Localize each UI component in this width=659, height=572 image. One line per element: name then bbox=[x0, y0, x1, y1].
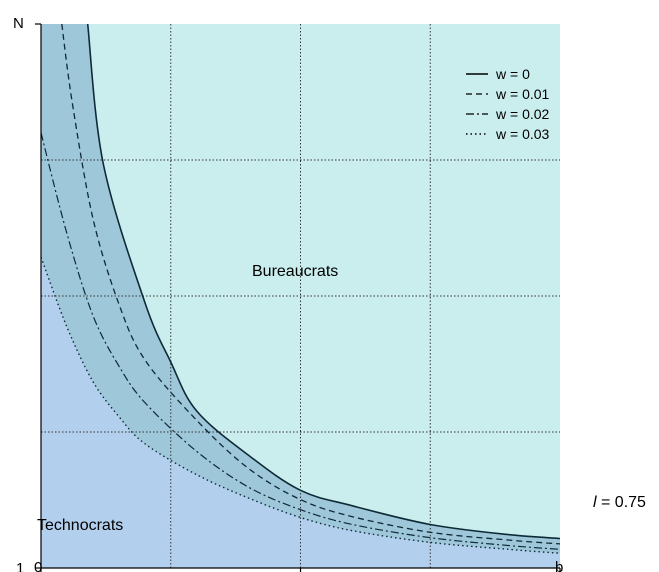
x-axis-start-label: 0 bbox=[34, 559, 42, 572]
parameter-symbol: l bbox=[593, 494, 597, 511]
boundary-curves bbox=[41, 24, 560, 554]
series-line-4 bbox=[41, 256, 560, 554]
grid-lines bbox=[41, 24, 560, 568]
parameter-value: = 0.75 bbox=[597, 494, 646, 511]
legend-label-1: w = 0 bbox=[495, 66, 530, 82]
legend-label-3: w = 0.02 bbox=[495, 106, 550, 122]
x-axis-end-label: b bbox=[555, 559, 563, 572]
y-axis-bottom-label: 1 bbox=[16, 560, 24, 572]
axes bbox=[35, 23, 561, 572]
legend-label-2: w = 0.01 bbox=[495, 86, 550, 102]
legend: w = 0 w = 0.01 w = 0.02 w = 0.03 bbox=[466, 66, 550, 142]
legend-label-4: w = 0.03 bbox=[495, 126, 550, 142]
y-axis-top-label: N bbox=[13, 15, 24, 32]
parameter-label: l = 0.75 bbox=[593, 494, 646, 511]
region-label-technocrats: Technocrats bbox=[37, 517, 123, 534]
series-line-2 bbox=[61, 24, 560, 545]
series-line-3 bbox=[41, 132, 560, 550]
series-line-1 bbox=[86, 24, 560, 540]
region-label-bureaucrats: Bureaucrats bbox=[252, 263, 338, 280]
